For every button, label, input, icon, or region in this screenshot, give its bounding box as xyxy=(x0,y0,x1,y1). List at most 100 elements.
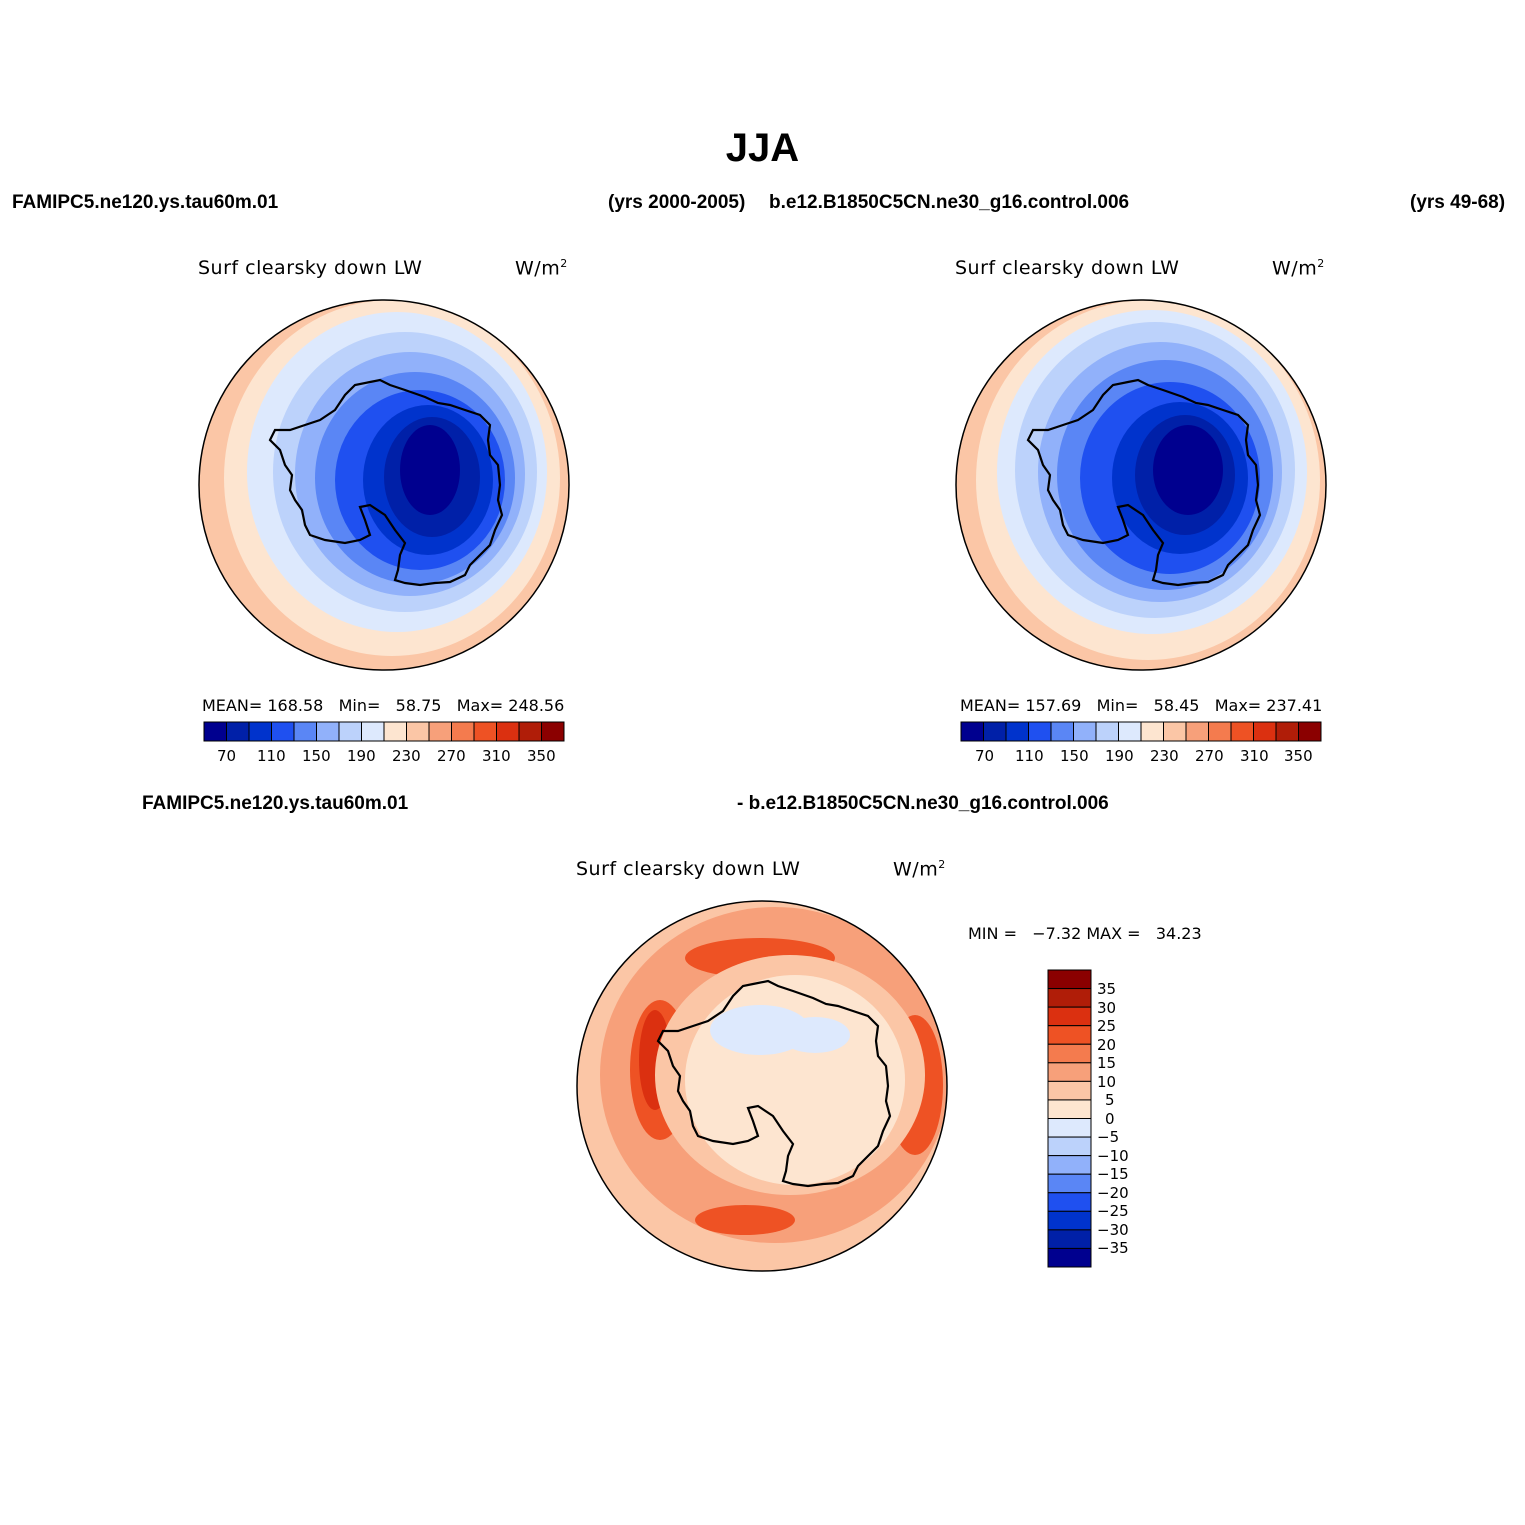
left-contour-70 xyxy=(400,425,460,515)
left-case-name: FAMIPC5.ne120.ys.tau60m.01 xyxy=(12,192,279,213)
right-colorbar-tick: 310 xyxy=(1240,747,1269,765)
diff-colorbar-swatch xyxy=(1047,1247,1092,1268)
right-polar-map xyxy=(956,300,1326,670)
diff-colorbar-swatch xyxy=(1047,1229,1092,1249)
right-contour-70 xyxy=(1153,425,1223,515)
diff-stats: MIN = −7.32 MAX = 34.23 xyxy=(968,924,1202,943)
right-colorbar-tick: 350 xyxy=(1284,747,1313,765)
left-colorbar-swatch xyxy=(226,721,250,742)
left-colorbar-tick: 70 xyxy=(217,747,237,765)
left-colorbar-swatch xyxy=(383,721,407,742)
diff-max-label: MAX = xyxy=(1086,924,1141,943)
right-colorbar-tick: 230 xyxy=(1150,747,1179,765)
diff-colorbar-swatch xyxy=(1047,969,1092,990)
left-colorbar-tick: 190 xyxy=(347,747,376,765)
diff-case-a: FAMIPC5.ne120.ys.tau60m.01 xyxy=(142,793,409,814)
left-panel-variable: Surf clearsky down LW xyxy=(198,257,423,279)
diff-colorbar-tick: 35 xyxy=(1097,980,1117,998)
diff-colorbar-tick: −25 xyxy=(1097,1202,1129,1220)
diff-colorbar-tick: −35 xyxy=(1097,1239,1129,1257)
left-colorbar-swatch xyxy=(451,721,475,742)
diff-colorbar-swatch xyxy=(1047,1136,1092,1157)
left-colorbar xyxy=(203,721,565,742)
diff-min-value: −7.32 xyxy=(1032,924,1082,943)
left-colorbar-swatch xyxy=(293,721,317,742)
diff-colorbar-swatch xyxy=(1047,988,1092,1008)
left-colorbar-swatch xyxy=(316,721,340,742)
diff-panel-units: W/m2 xyxy=(893,858,946,881)
diff-colorbar-swatch xyxy=(1047,1006,1092,1027)
right-colorbar-swatch xyxy=(1163,721,1187,742)
diff-colorbar-tick: 10 xyxy=(1097,1073,1117,1091)
figure-title: JJA xyxy=(725,126,800,170)
diff-colorbar-tick: −10 xyxy=(1097,1147,1129,1165)
diff-max-value: 34.23 xyxy=(1155,924,1202,943)
right-colorbar-swatch xyxy=(1050,721,1074,742)
diff-colorbar-tick: −5 xyxy=(1097,1128,1120,1146)
diff-colorbar-swatch xyxy=(1047,1118,1092,1138)
right-map-border xyxy=(955,299,1327,671)
left-colorbar-tick: 270 xyxy=(437,747,466,765)
right-colorbar-tick: 150 xyxy=(1060,747,1089,765)
right-colorbar-swatch xyxy=(1298,721,1322,742)
diff-colorbar-swatch xyxy=(1047,1155,1092,1175)
left-max-label: Max= xyxy=(456,696,504,715)
right-colorbar-swatch xyxy=(1073,721,1097,742)
right-mean-value: 157.69 xyxy=(1025,696,1082,715)
left-mean-value: 168.58 xyxy=(267,696,324,715)
diff-min-label: MIN = xyxy=(968,924,1017,943)
right-max-value: 237.41 xyxy=(1266,696,1323,715)
left-colorbar-tick: 350 xyxy=(527,747,556,765)
diff-colorbar-swatch xyxy=(1047,1099,1092,1119)
diff-panel-variable: Surf clearsky down LW xyxy=(576,858,801,880)
diff-colorbar-tick: 25 xyxy=(1097,1017,1117,1035)
right-case-name: b.e12.B1850C5CN.ne30_g16.control.006 xyxy=(769,192,1130,213)
diff-map-border xyxy=(576,900,948,1272)
right-colorbar xyxy=(960,721,1322,742)
right-colorbar-swatch xyxy=(1185,721,1209,742)
right-min-value: 58.45 xyxy=(1153,696,1200,715)
left-min-label: Min= xyxy=(338,696,381,715)
diff-colorbar xyxy=(1047,969,1092,1268)
diff-colorbar-swatch xyxy=(1047,1192,1092,1212)
left-colorbar-swatch xyxy=(406,721,430,742)
left-colorbar-swatch xyxy=(473,721,497,742)
right-colorbar-swatch xyxy=(1253,721,1277,742)
diff-negative-patch xyxy=(780,1017,850,1053)
left-colorbar-swatch xyxy=(248,721,272,742)
diff-colorbar-swatch xyxy=(1047,1080,1092,1101)
left-colorbar-swatch xyxy=(428,721,452,742)
diff-case-b: - b.e12.B1850C5CN.ne30_g16.control.006 xyxy=(737,793,1109,814)
diff-colorbar-tick: −15 xyxy=(1097,1165,1129,1183)
left-max-value: 248.56 xyxy=(508,696,565,715)
left-colorbar-swatch xyxy=(518,721,542,742)
diff-colorbar-tick: 20 xyxy=(1097,1036,1117,1054)
left-stats: MEAN= 168.58 Min= 58.75 Max= 248.56 xyxy=(202,696,564,715)
left-colorbar-swatch xyxy=(338,721,362,742)
diff-colorbar-tick: −30 xyxy=(1097,1221,1129,1239)
left-polar-map xyxy=(199,300,569,670)
diff-contour-20-south xyxy=(695,1205,795,1235)
diff-colorbar-swatch xyxy=(1047,1025,1092,1045)
right-max-label: Max= xyxy=(1214,696,1262,715)
right-colorbar-swatch xyxy=(1140,721,1164,742)
left-colorbar-tick: 150 xyxy=(302,747,331,765)
diff-colorbar-tick: 15 xyxy=(1097,1054,1117,1072)
right-min-label: Min= xyxy=(1096,696,1139,715)
right-panel-variable: Surf clearsky down LW xyxy=(955,257,1180,279)
left-colorbar-tick: 310 xyxy=(482,747,511,765)
diff-colorbar-tick: 0 xyxy=(1105,1110,1115,1128)
right-colorbar-swatch xyxy=(1095,721,1119,742)
right-case-years: (yrs 49-68) xyxy=(1410,192,1506,213)
right-colorbar-tick: 190 xyxy=(1105,747,1134,765)
right-colorbar-swatch xyxy=(1208,721,1232,742)
right-colorbar-swatch xyxy=(1230,721,1254,742)
diff-colorbar-swatch xyxy=(1047,1210,1092,1231)
left-case-years: (yrs 2000-2005) xyxy=(608,192,746,213)
right-colorbar-tick: 270 xyxy=(1195,747,1224,765)
right-colorbar-tick: 110 xyxy=(1015,747,1044,765)
left-panel-units: W/m2 xyxy=(515,257,568,280)
diff-colorbar-swatch xyxy=(1047,1173,1092,1194)
left-colorbar-swatch xyxy=(541,721,565,742)
right-colorbar-swatch xyxy=(1005,721,1029,742)
